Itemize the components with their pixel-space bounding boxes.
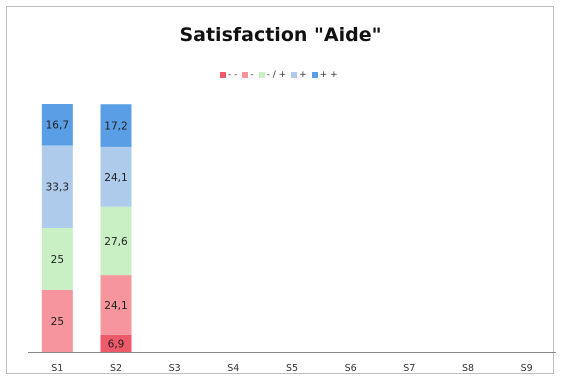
x-tick-label: S2	[110, 363, 122, 374]
bar-segment	[100, 334, 132, 352]
chart-legend: - - - - / + + + +	[220, 68, 343, 82]
x-tick-label: S1	[51, 363, 63, 374]
x-tick-label: S9	[521, 363, 533, 374]
legend-label: - -	[228, 70, 238, 80]
chart-frame	[6, 6, 554, 374]
legend-item: + +	[311, 70, 338, 80]
bar-segment	[41, 104, 73, 146]
legend-item: - -	[220, 70, 237, 80]
legend-label: -	[250, 70, 254, 80]
legend-label: + +	[319, 70, 338, 80]
x-tick-label: S4	[227, 363, 239, 374]
x-tick-label: S7	[403, 363, 415, 374]
legend-label: +	[299, 70, 307, 80]
bar-segment	[41, 290, 73, 352]
legend-swatch	[220, 72, 226, 78]
chart-title: Satisfaction "Aide"	[179, 24, 382, 46]
legend-item: +	[291, 70, 307, 80]
data-label: 16,7	[46, 120, 69, 132]
legend-item: - / +	[258, 70, 287, 80]
bar-segment	[100, 146, 132, 207]
data-label: 25	[51, 316, 64, 328]
x-tick-label: S3	[169, 363, 181, 374]
legend-swatch	[311, 72, 318, 78]
data-label: 24,1	[104, 172, 127, 184]
x-tick-label: S6	[345, 363, 357, 374]
bar-segment	[41, 145, 73, 228]
bar-segment	[100, 275, 132, 335]
legend-swatch	[291, 72, 298, 78]
data-label: 25	[51, 254, 64, 266]
data-label: 24,1	[104, 300, 127, 312]
legend-label: - / +	[266, 70, 287, 80]
bar-segment	[100, 104, 132, 147]
legend-swatch	[242, 72, 249, 78]
data-label: 33,3	[46, 182, 69, 194]
bar-segment	[100, 206, 132, 276]
x-tick-label: S8	[462, 363, 474, 374]
data-label: 6,9	[108, 338, 125, 350]
data-label: 17,2	[104, 121, 127, 133]
x-tick-label: S5	[286, 363, 298, 374]
legend-swatch	[258, 72, 265, 78]
bar-segment	[41, 228, 73, 290]
legend-item: -	[242, 70, 254, 80]
data-label: 27,6	[104, 236, 128, 248]
